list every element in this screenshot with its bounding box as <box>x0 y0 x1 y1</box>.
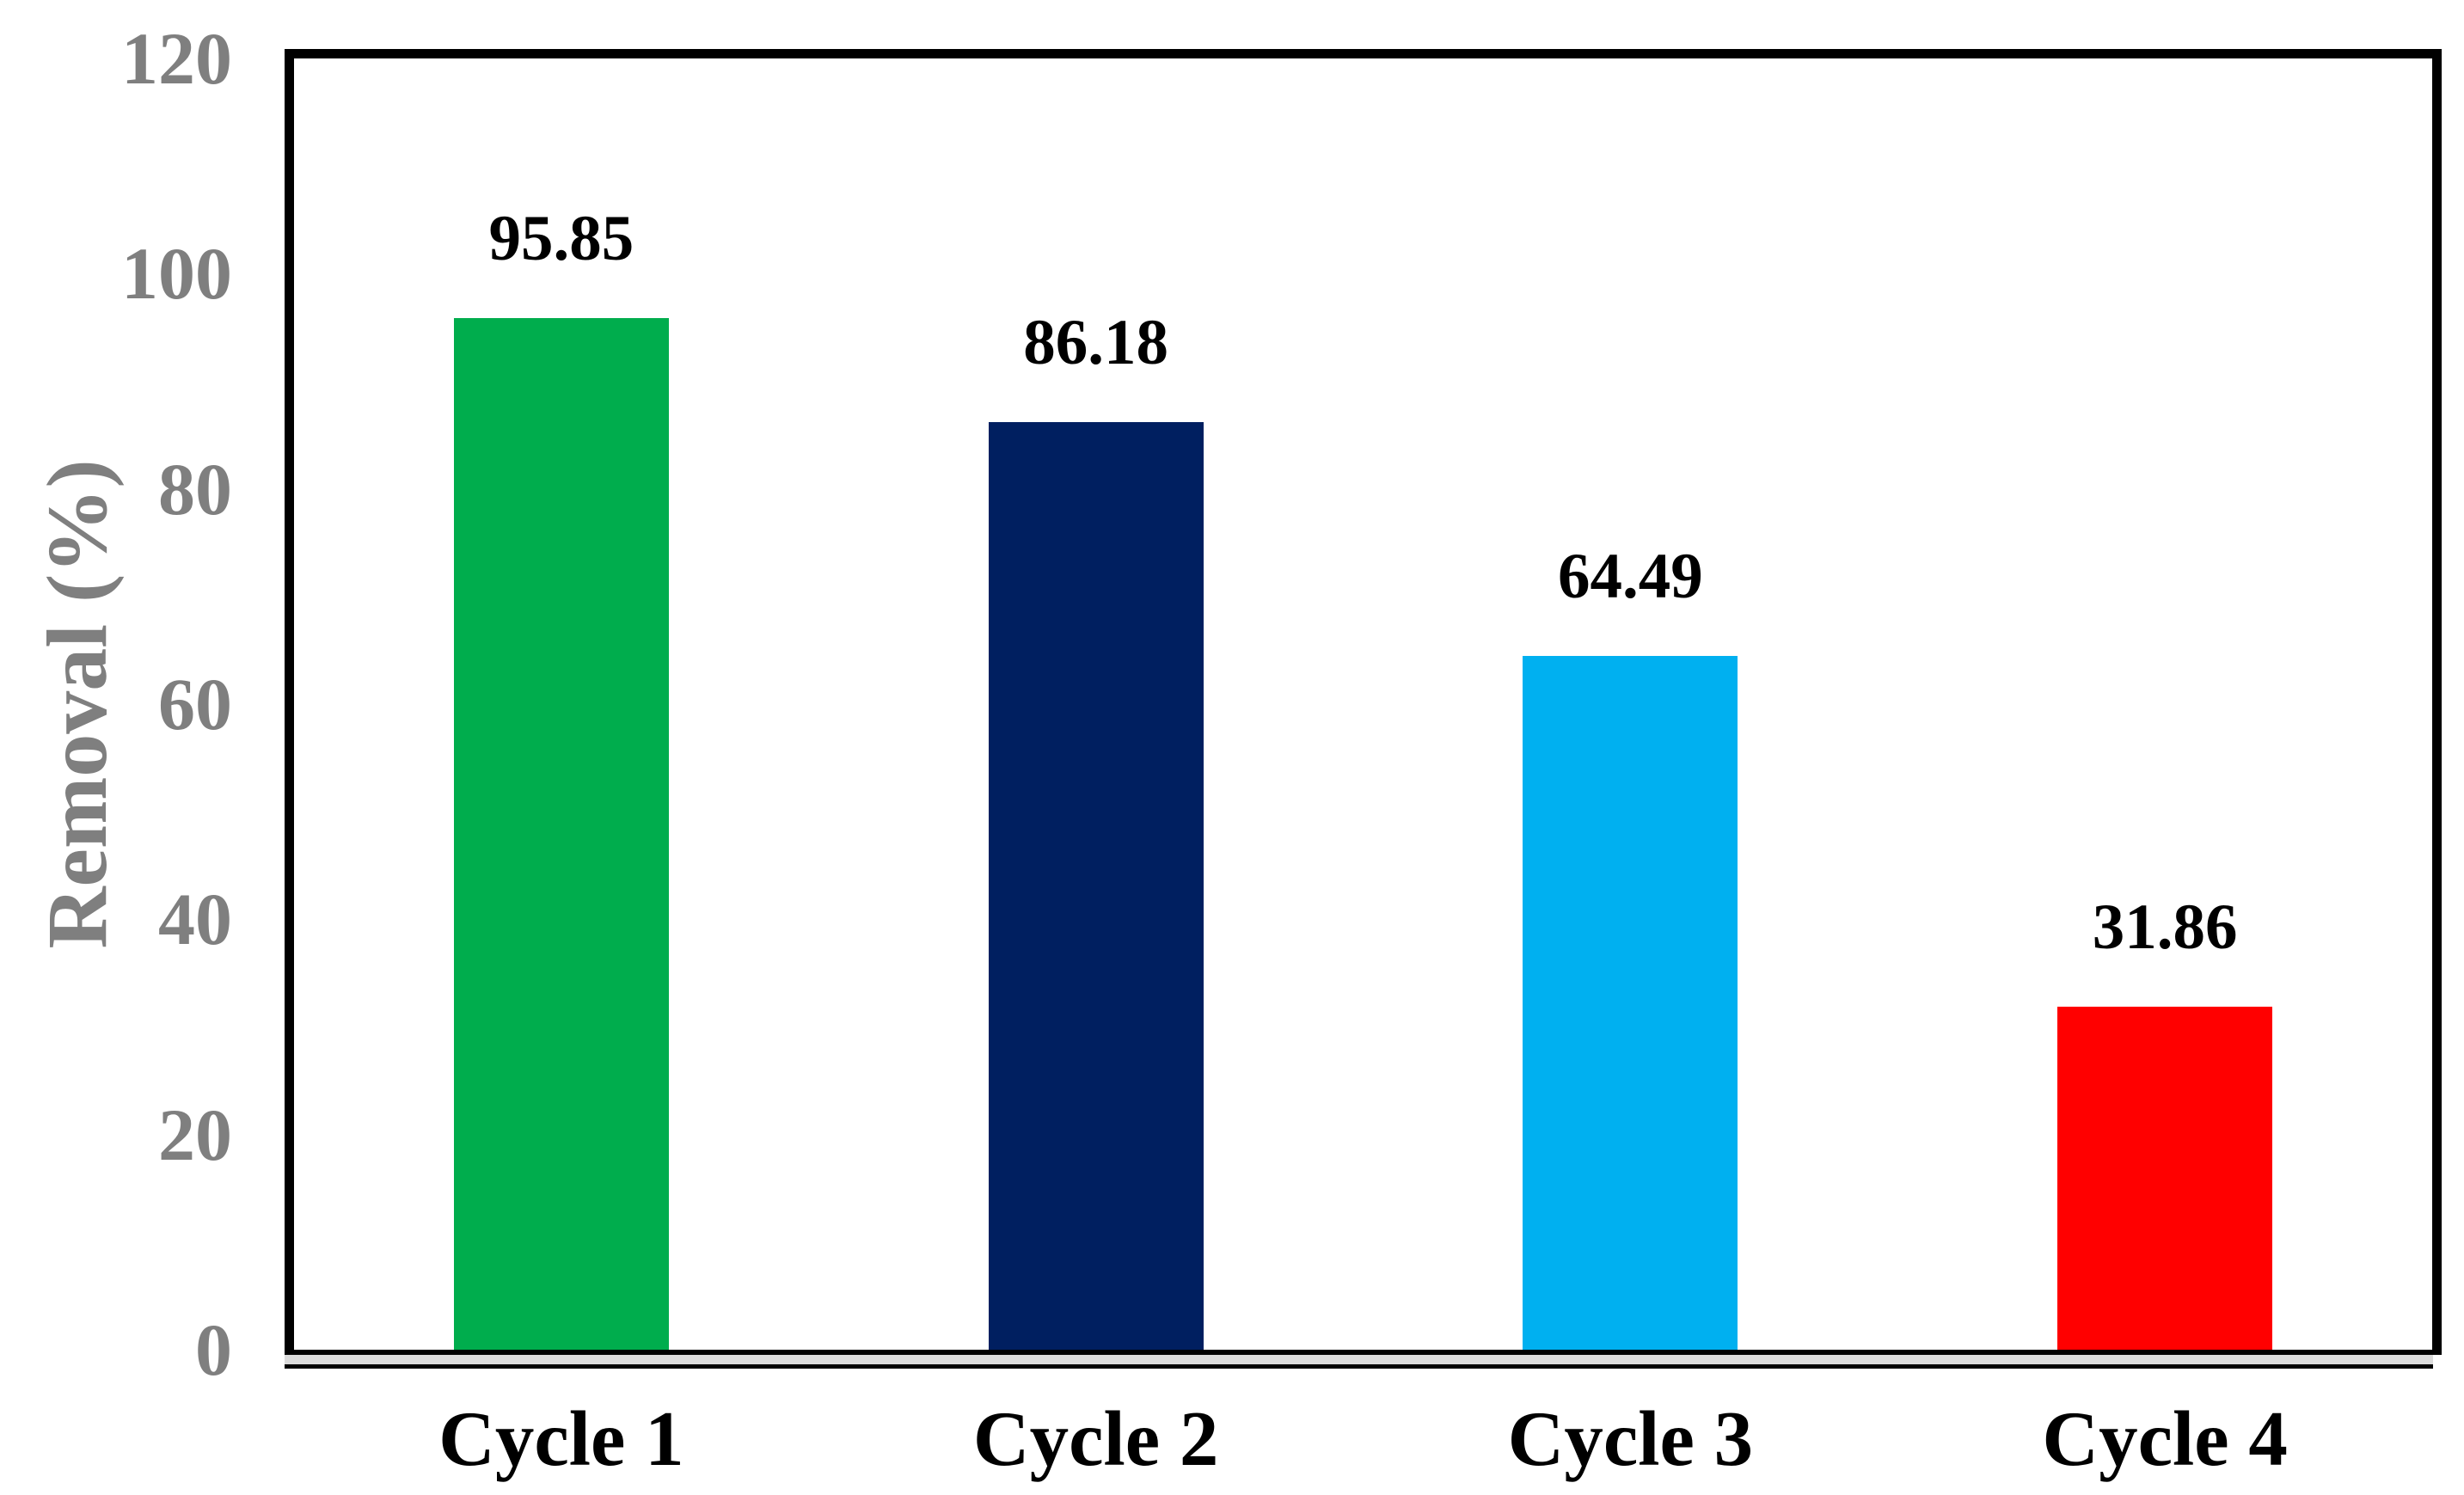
y-tick-label: 40 <box>158 878 232 961</box>
x-tick-label: Cycle 1 <box>438 1395 684 1482</box>
bar-value-label: 31.86 <box>2092 891 2238 964</box>
y-tick-label: 100 <box>121 232 232 316</box>
x-tick-label: Cycle 3 <box>1507 1395 1754 1482</box>
bar-cycle-1 <box>453 318 669 1350</box>
bar-value-label: 64.49 <box>1558 540 1703 612</box>
x-axis-line <box>285 1355 2433 1369</box>
bar-value-label: 95.85 <box>488 203 634 275</box>
x-tick-label: Cycle 4 <box>2042 1395 2288 1482</box>
y-tick-label: 80 <box>158 447 232 530</box>
bar-cycle-3 <box>1523 655 1738 1350</box>
y-tick-label: 60 <box>158 663 232 745</box>
bar-value-label: 86.18 <box>1023 307 1168 379</box>
bar-cycle-2 <box>988 422 1204 1350</box>
y-tick-label: 120 <box>121 17 232 100</box>
y-tick-label: 0 <box>195 1308 232 1391</box>
y-tick-label: 20 <box>158 1093 232 1176</box>
plot-inner-region: 95.85 86.18 64.49 31.86 <box>294 58 2432 1350</box>
bar-cycle-4 <box>2057 1007 2273 1350</box>
x-tick-label: Cycle 2 <box>972 1395 1219 1482</box>
plot-area: 95.85 86.18 64.49 31.86 <box>285 49 2442 1355</box>
